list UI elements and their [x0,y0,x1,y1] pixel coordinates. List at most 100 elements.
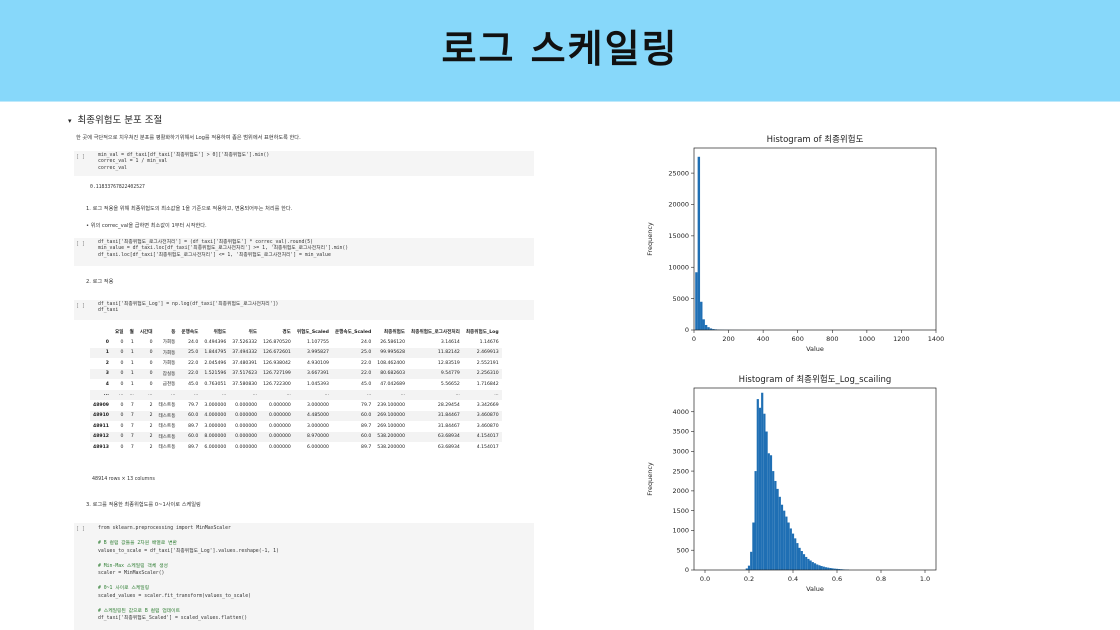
run-button[interactable]: [ ] [76,154,86,160]
section-heading[interactable]: ▾ 최종위험도 분포 조절 [68,112,162,126]
code-cell-3[interactable]: [ ] df_taxi['최종위험도_Log'] = np.log(df_tax… [74,300,534,320]
histogram-bar [702,319,705,330]
y-tick-label: 5000 [672,295,689,303]
histogram-bar [776,488,779,570]
table-cell: 126.672601 [260,347,294,358]
table-cell: 79.7 [188,402,199,408]
table-cell: 2 [105,360,109,366]
title-banner: 로그 스케일링 [0,0,1120,102]
table-cell: 538.200000 [374,431,409,442]
histogram-bar [829,568,832,570]
table-cell: 4.930109 [307,360,329,366]
code-line: scaler = MinMaxScaler() [98,571,165,576]
table-cell: 0.000000 [268,444,291,450]
y-tick-label: 1000 [672,527,689,535]
run-button[interactable]: [ ] [76,303,86,309]
table-cell: 89.7 [188,444,199,450]
table-cell: 126.722300 [263,381,291,387]
table-cell: 6.000000 [307,444,329,450]
histogram-bar [805,556,808,570]
plot-frame [693,147,937,331]
table-cell: 0 [149,381,153,387]
table-cell: 0.000000 [260,431,294,442]
table-cell: ... [229,389,261,400]
table-cell: ... [374,389,409,400]
x-tick-label: 200 [722,335,734,343]
histogram-bar [838,569,841,570]
column-header: 월 [129,329,134,335]
table-cell: 0 [136,347,156,358]
chevron-down-icon[interactable]: ▾ [68,117,72,125]
table-cell: 8.000000 [201,431,230,442]
table-cell: 7 [130,402,134,408]
table-cell: 24.0 [188,339,199,345]
histogram-bar [807,558,810,570]
code-line: correc_val [98,165,127,171]
table-cell: 37.580830 [232,381,258,387]
table-cell: 2.256310 [462,368,502,379]
histogram-bar [783,510,786,570]
table-cell: 48912 [90,431,112,442]
table-footer: 48914 rows × 13 columns [92,477,155,482]
table-cell: 63.68934 [437,444,460,450]
table-cell: 22.0 [188,360,199,366]
run-button[interactable]: [ ] [76,241,86,247]
table-cell: 37.480391 [232,360,258,366]
code-cell-1[interactable]: [ ] min_val = df_taxi[df_taxi['최종위험도'] >… [74,151,534,176]
code-line: values_to_scale = df_taxi['최종위험도_Log'].v… [98,548,279,554]
table-cell: 126.727199 [260,368,294,379]
chart-title: Histogram of 최종위험도_Log_scailing [739,374,892,385]
table-cell: 1.521596 [201,368,230,379]
step-1-text: 1. 로그 적용을 위해 최종위험도의 최소값을 1을 기준으로 적용하고, 변… [86,206,293,212]
table-cell: 7 [126,431,137,442]
table-cell: ... [201,389,230,400]
column-header: 동 [171,329,176,335]
table-cell: ... [331,389,375,400]
code-line: df_taxi.loc[df_taxi['최종위험도_로그사전처리'] <= 1… [98,252,331,258]
table-cell: 0.000000 [268,423,291,429]
x-axis-label: Value [806,345,824,353]
table-cell: 126.938042 [263,360,291,366]
table-cell: 2 [149,444,153,450]
table-cell: 108.462400 [377,360,406,366]
run-button[interactable]: [ ] [76,526,86,532]
table-cell: 0 [111,410,127,421]
table-cell: 5.56652 [440,381,460,387]
code-line: # B 컬럼 값들을 2차원 배열로 변환 [98,541,177,546]
table-cell: 0 [111,431,127,442]
column-header: 운행속도 [181,329,199,335]
code-line: # 0~1 사이로 스케일링 [98,586,150,591]
table-row: 48910 0 7 2 테스트동 60.0 4.000000 0.000000 0.000000… [90,410,502,421]
table-cell: 가회동 [155,347,179,358]
table-cell: 4.000000 [201,410,230,421]
step-3-text: 3. 로그를 적용한 최종위험도를 0~1사이로 스케일링 [86,502,201,508]
column-header: 위험도 [213,329,227,335]
table-cell: ... [126,389,137,400]
x-tick-label: 800 [826,335,838,343]
histogram-bar [754,471,757,570]
table-cell: 0.000000 [235,423,258,429]
x-tick-label: 0 [692,335,696,343]
table-cell: ... [155,389,179,400]
code-lines-4: from sklearn.preprocessing import MinMax… [98,525,279,623]
histogram-bar [772,471,775,570]
histogram-bar [697,156,701,330]
table-cell: 1.14676 [479,339,499,345]
x-tick-label: 1200 [893,335,910,343]
x-tick-label: 400 [757,335,769,343]
y-tick-label: 2000 [672,487,689,495]
table-cell: 1.107755 [307,339,329,345]
histogram-bar [750,551,753,570]
histogram-bar [763,413,766,570]
table-cell: 0.000000 [229,431,261,442]
table-cell: 3.995827 [293,347,332,358]
code-cell-4[interactable]: [ ] from sklearn.preprocessing import Mi… [74,523,534,630]
y-tick-label: 0 [685,326,689,334]
histogram-bar [802,554,806,570]
y-tick-label: 3000 [672,448,689,456]
table-cell: 3 [90,368,112,379]
table-cell: 3.460870 [462,410,502,421]
table-cell: 89.7 [188,423,199,429]
table-cell: 0 [149,360,153,366]
code-cell-2[interactable]: [ ] df_taxi['최종위험도_로그사전처리'] = (df_taxi['… [74,238,534,266]
